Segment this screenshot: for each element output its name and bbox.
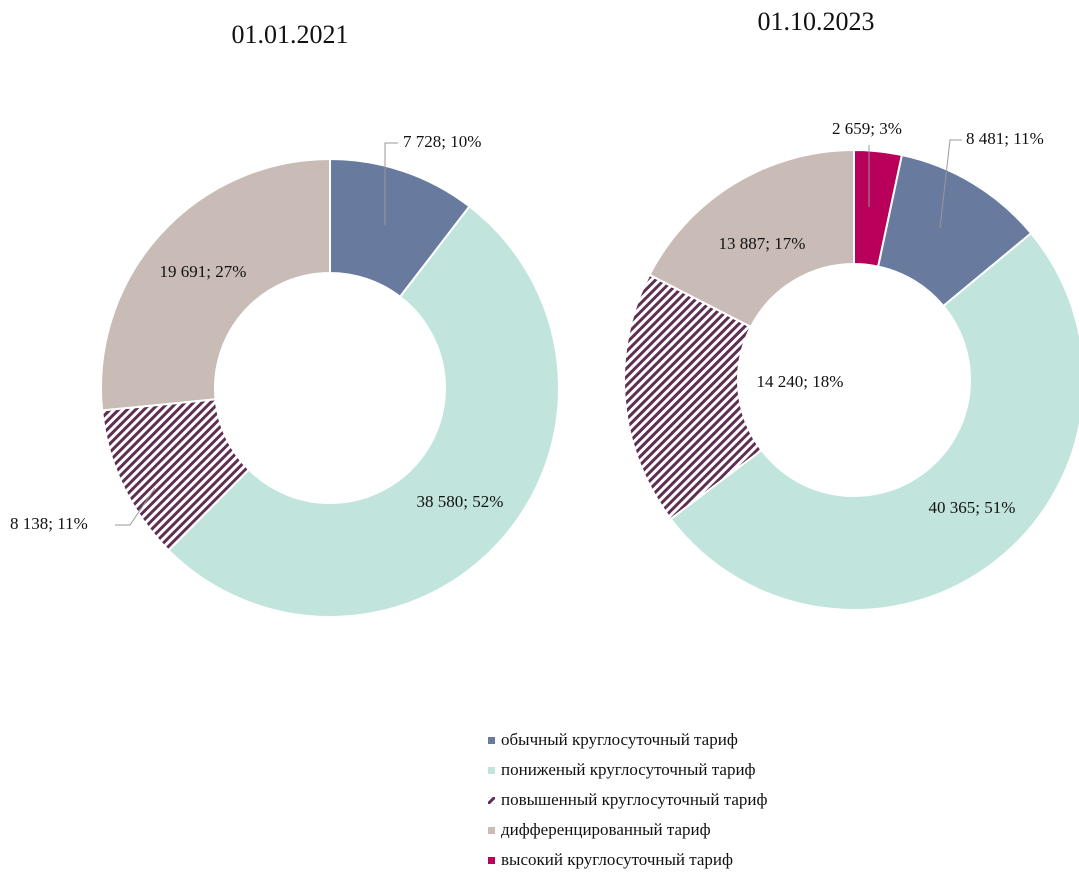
donut-segment <box>669 231 1079 611</box>
legend-label: дифференцированный тариф <box>501 820 711 839</box>
data-label: 2 659; 3% <box>832 119 902 138</box>
data-label: 13 887; 17% <box>719 234 806 253</box>
leader-line <box>939 139 962 229</box>
legend-label: высокий круглосуточный тариф <box>501 850 733 869</box>
donut-segment <box>623 273 763 521</box>
donut-segment <box>100 157 331 412</box>
donut-segment <box>648 148 855 329</box>
legend-marker <box>488 827 495 834</box>
data-label: 14 240; 18% <box>757 372 844 391</box>
data-label: 19 691; 27% <box>160 262 247 281</box>
data-label: 8 481; 11% <box>966 129 1044 148</box>
legend-label: пониженый круглосуточный тариф <box>501 760 756 779</box>
legend-marker <box>488 797 495 804</box>
donut-segment <box>167 204 560 618</box>
data-label: 8 138; 11% <box>10 514 88 533</box>
legend-label: обычный круглосуточный тариф <box>501 730 738 749</box>
data-label: 40 365; 51% <box>929 498 1016 517</box>
data-label: 7 728; 10% <box>403 132 481 151</box>
chart-title: 01.10.2023 <box>758 7 875 36</box>
leader-line <box>115 487 156 526</box>
legend-marker <box>488 737 495 744</box>
legend-marker <box>488 857 495 864</box>
data-label: 38 580; 52% <box>417 492 504 511</box>
legend-marker <box>488 767 495 774</box>
leader-line <box>384 142 398 225</box>
chart-title: 01.01.2021 <box>232 20 349 49</box>
legend-label: повышенный круглосуточный тариф <box>501 790 768 809</box>
